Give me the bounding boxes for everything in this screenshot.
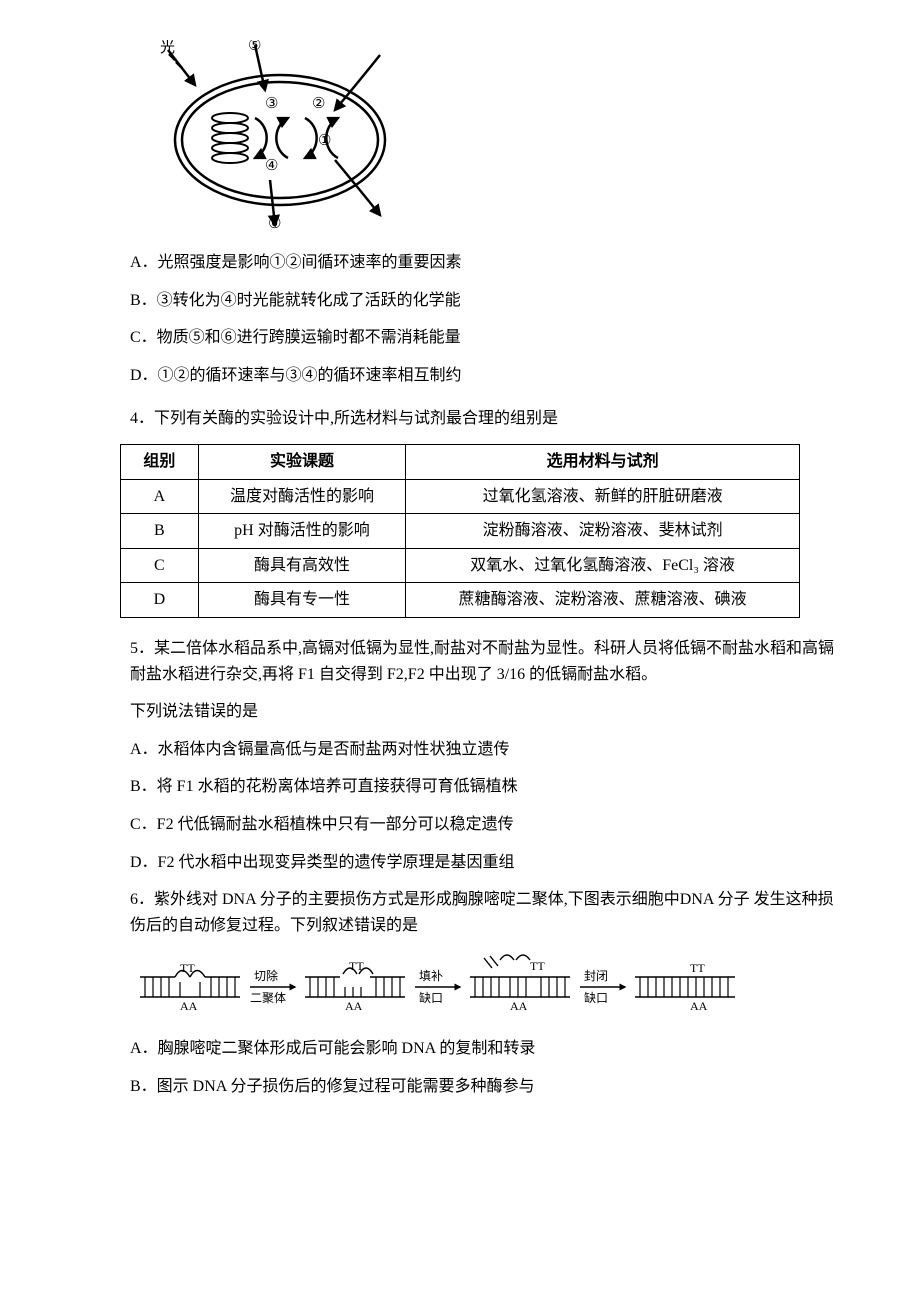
svg-text:TT: TT: [349, 959, 364, 973]
cell: 酶具有高效性: [198, 548, 405, 583]
svg-text:AA: AA: [345, 999, 363, 1013]
q4-text: 4．下列有关酶的实验设计中,所选材料与试剂最合理的组别是: [130, 406, 840, 432]
q6-option-b: B．图示 DNA 分子损伤后的修复过程可能需要多种酶参与: [130, 1074, 840, 1100]
cell: 蔗糖酶溶液、淀粉溶液、蔗糖溶液、碘液: [406, 583, 800, 618]
svg-text:封闭: 封闭: [584, 969, 608, 983]
svg-text:AA: AA: [510, 999, 528, 1013]
q6-text: 6．紫外线对 DNA 分子的主要损伤方式是形成胸腺嘧啶二聚体,下图表示细胞中DN…: [130, 887, 840, 938]
svg-text:AA: AA: [690, 999, 708, 1013]
cell: D: [121, 583, 199, 618]
label-5: ⑤: [248, 40, 261, 54]
svg-text:TT: TT: [530, 959, 545, 973]
cell: 淀粉酶溶液、淀粉溶液、斐林试剂: [406, 514, 800, 549]
q4-th-1: 实验课题: [198, 444, 405, 479]
cell: B: [121, 514, 199, 549]
q5-text-2: 下列说法错误的是: [130, 699, 840, 725]
svg-text:AA: AA: [180, 999, 198, 1013]
svg-text:TT: TT: [690, 961, 705, 975]
q3-option-d: D．①②的循环速率与③④的循环速率相互制约: [130, 363, 840, 389]
q5-option-d: D．F2 代水稻中出现变异类型的遗传学原理是基因重组: [130, 850, 840, 876]
table-row: B pH 对酶活性的影响 淀粉酶溶液、淀粉溶液、斐林试剂: [121, 514, 800, 549]
svg-text:缺口: 缺口: [584, 990, 608, 1005]
table-row: C 酶具有高效性 双氧水、过氧化氢酶溶液、FeCl₃ 溶液: [121, 548, 800, 583]
label-4: ④: [265, 158, 278, 174]
cell: 温度对酶活性的影响: [198, 479, 405, 514]
q3-option-c: C．物质⑤和⑥进行跨膜运输时都不需消耗能量: [130, 325, 840, 351]
q6-option-a: A．胸腺嘧啶二聚体形成后可能会影响 DNA 的复制和转录: [130, 1036, 840, 1062]
svg-text:TT: TT: [180, 961, 195, 975]
label-light: 光: [160, 40, 175, 56]
q5-option-b: B．将 F1 水稻的花粉离体培养可直接获得可育低镉植株: [130, 774, 840, 800]
cell: C: [121, 548, 199, 583]
q5-option-a: A．水稻体内含镉量高低与是否耐盐两对性状独立遗传: [130, 737, 840, 763]
q4-th-0: 组别: [121, 444, 199, 479]
label-6: ⑥: [268, 216, 281, 230]
label-1: ①: [318, 133, 331, 149]
table-row: A 温度对酶活性的影响 过氧化氢溶液、新鲜的肝脏研磨液: [121, 479, 800, 514]
q4-table: 组别 实验课题 选用材料与试剂 A 温度对酶活性的影响 过氧化氢溶液、新鲜的肝脏…: [120, 444, 800, 618]
svg-text:缺口: 缺口: [419, 990, 443, 1005]
label-3: ③: [265, 96, 278, 112]
q5-text-1: 5．某二倍体水稻品系中,高镉对低镉为显性,耐盐对不耐盐为显性。科研人员将低镉不耐…: [130, 636, 840, 687]
q5-option-c: C．F2 代低镉耐盐水稻植株中只有一部分可以稳定遗传: [130, 812, 840, 838]
q3-option-b: B．③转化为④时光能就转化成了活跃的化学能: [130, 288, 840, 314]
q4-th-2: 选用材料与试剂: [406, 444, 800, 479]
cell: 双氧水、过氧化氢酶溶液、FeCl₃ 溶液: [406, 548, 800, 583]
svg-text:切除: 切除: [254, 968, 278, 983]
q3-option-a: A．光照强度是影响①②间循环速率的重要因素: [130, 250, 840, 276]
svg-text:二聚体: 二聚体: [250, 991, 286, 1005]
cell: 酶具有专一性: [198, 583, 405, 618]
chloroplast-diagram: 光 ⑤ ③ ④ ② ① ⑥: [160, 40, 840, 230]
label-2: ②: [312, 96, 325, 112]
cell: pH 对酶活性的影响: [198, 514, 405, 549]
dna-repair-diagram: TT AA 切除 二聚体 TT AA 填补 缺口: [130, 952, 840, 1022]
cell: 过氧化氢溶液、新鲜的肝脏研磨液: [406, 479, 800, 514]
svg-text:填补: 填补: [419, 969, 443, 983]
table-row: D 酶具有专一性 蔗糖酶溶液、淀粉溶液、蔗糖溶液、碘液: [121, 583, 800, 618]
cell: A: [121, 479, 199, 514]
